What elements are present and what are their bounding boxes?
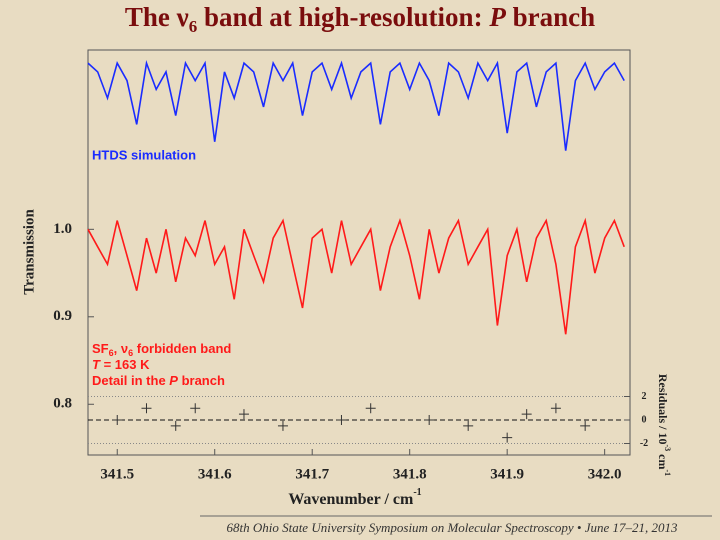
annotation-part: 6 — [128, 348, 133, 358]
title-part: band at high-resolution: — [197, 2, 489, 32]
residual-point — [424, 414, 435, 425]
annotation-part: = 163 K — [100, 357, 150, 372]
annotation-part: , ν — [114, 341, 128, 356]
annotation: SF6, ν6 forbidden band — [92, 341, 231, 358]
y2-tick-label: -2 — [640, 438, 648, 449]
title-part: P — [488, 2, 506, 32]
label-part: -1 — [413, 487, 421, 498]
plot-frame — [87, 49, 631, 456]
annotation-part: Detail in the — [92, 373, 169, 388]
x-tick-label: 341.8 — [393, 466, 427, 482]
x-tick-label: 341.7 — [295, 466, 329, 482]
x-tick-label: 341.9 — [490, 466, 524, 482]
x-tick-label: 342.0 — [588, 466, 622, 482]
annotation: Detail in the P branch — [92, 373, 225, 388]
label-part: -1 — [663, 470, 672, 477]
annotation-group: SF6, ν6 forbidden band T = 163 K Detail … — [92, 341, 231, 388]
spectrum-line — [87, 59, 625, 151]
x-axis-label: Wavenumber / cm-1 — [288, 487, 421, 507]
label-part: -3 — [663, 445, 672, 452]
residual-point — [141, 403, 152, 414]
y-tick-label: 0.8 — [53, 396, 72, 412]
spectrum-line — [87, 217, 625, 335]
residual-point — [336, 414, 347, 425]
residual-point — [277, 420, 288, 431]
annotation-part: forbidden band — [133, 341, 231, 356]
residual-point — [365, 403, 376, 414]
label-part: Wavenumber / cm — [288, 491, 414, 508]
annotation: T = 163 K — [92, 357, 150, 372]
residual-point — [112, 414, 123, 425]
residual-point — [463, 420, 474, 431]
annotation-part: branch — [178, 373, 225, 388]
chart-title: The ν6 band at high-resolution: P branch — [125, 2, 595, 36]
annotation-part: 6 — [109, 348, 114, 358]
series-label: HTDS simulation — [92, 147, 196, 162]
y-axis-label: Transmission — [21, 209, 37, 295]
residual-point — [170, 420, 181, 431]
title-part: branch — [506, 2, 595, 32]
title-part: The ν — [125, 2, 189, 32]
residual-point — [521, 409, 532, 420]
title-part: 6 — [189, 17, 198, 36]
x-tick-label: 341.5 — [100, 466, 134, 482]
annotation-part: SF — [92, 341, 109, 356]
x-tick-label: 341.6 — [198, 466, 232, 482]
residual-point — [190, 403, 201, 414]
y2-axis-label: Residuals / 10-3 cm-1 — [656, 374, 672, 476]
residual-point — [550, 403, 561, 414]
footer: 68th Ohio State University Symposium on … — [226, 520, 678, 535]
y-tick-label: 0.9 — [53, 308, 72, 324]
y2-tick-label: 2 — [642, 391, 647, 402]
annotation-part: P — [169, 373, 178, 388]
residual-point — [238, 409, 249, 420]
residual-point — [502, 432, 513, 443]
y2-tick-label: 0 — [642, 414, 647, 425]
y-tick-label: 1.0 — [53, 221, 72, 237]
annotation-part: T — [92, 357, 101, 372]
label-part: cm — [656, 451, 670, 469]
residual-point — [580, 420, 591, 431]
label-part: Residuals / 10 — [656, 374, 670, 445]
